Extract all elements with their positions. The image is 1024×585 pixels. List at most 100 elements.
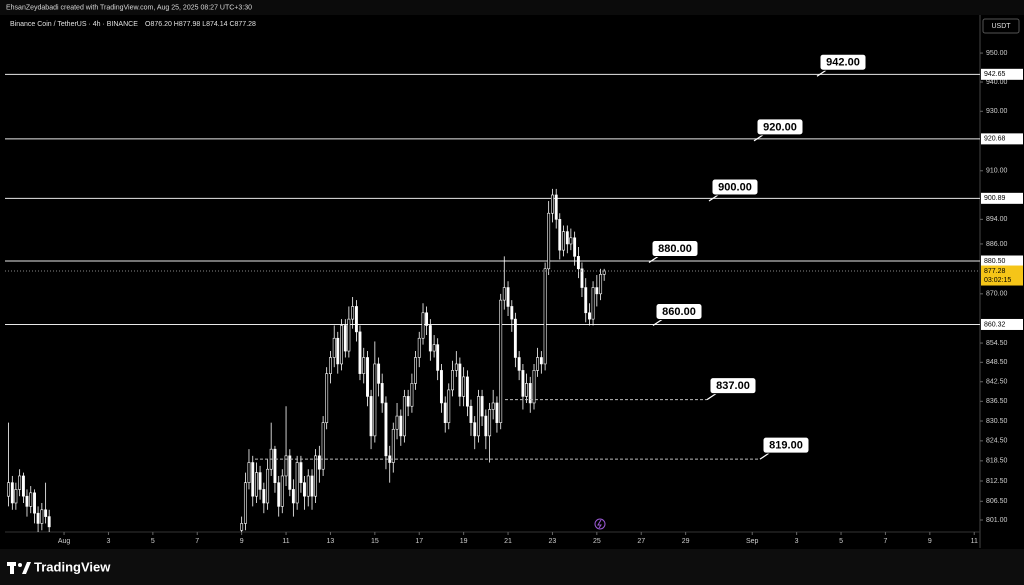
candle-body (306, 475, 310, 497)
x-tick-label: 23 (549, 538, 557, 545)
y-tick-label: 836.50 (986, 398, 1008, 405)
candle-body (255, 472, 258, 497)
callout-tail (753, 134, 764, 142)
candle-body (554, 194, 558, 220)
callout-box (709, 377, 757, 395)
candle-body (595, 287, 599, 295)
callout-box (651, 240, 699, 258)
callout-label: 920.00 (763, 121, 797, 133)
y-tick-label: 886.00 (986, 241, 1008, 248)
candle-body (417, 337, 421, 358)
candle-body (536, 357, 540, 371)
y-tick-label: 894.00 (986, 216, 1008, 223)
candle-body (454, 363, 458, 371)
x-tick-label: 9 (240, 538, 244, 545)
candle-body (506, 287, 510, 307)
candle-body (428, 325, 432, 352)
candle-body (277, 482, 281, 507)
price-label: 900.89 (984, 195, 1006, 202)
candle-body (354, 306, 358, 333)
candle-body (558, 219, 562, 251)
x-tick-label: 11 (282, 538, 289, 545)
y-tick-label: 801.00 (986, 517, 1008, 524)
callout-box (756, 118, 804, 136)
candle-body (317, 455, 321, 470)
callout-box (819, 53, 867, 71)
candle-body (414, 357, 417, 384)
candle-body (358, 331, 362, 374)
candle-body (295, 462, 299, 504)
candle-body (258, 472, 262, 490)
callout-tail (816, 69, 827, 77)
ohlc-legend: O876.20 H877.98 L874.14 C877.28 (145, 21, 256, 28)
symbol-title: Binance Coin / TetherUS · 4h · BINANCE (10, 21, 138, 28)
price-label: 920.68 (984, 136, 1006, 143)
x-tick-label: 5 (839, 538, 843, 545)
price-label-box (981, 133, 1023, 145)
x-tick-label: 19 (460, 538, 468, 545)
candle-body (488, 409, 492, 437)
y-tick-label: 806.50 (986, 498, 1008, 505)
candle-body (288, 455, 292, 490)
callout-label: 819.00 (769, 440, 803, 452)
callout-box (655, 302, 703, 320)
candle-body (332, 337, 336, 358)
x-tick-label: 27 (637, 538, 645, 545)
x-tick-label: 17 (415, 538, 423, 545)
price-label-box (981, 68, 1023, 80)
header-text: EhsanZeydabadi created with TradingView.… (6, 4, 252, 11)
candle-body (321, 422, 325, 470)
candle-body (462, 376, 466, 397)
candle-body (399, 415, 403, 437)
candle-body (406, 396, 410, 407)
candle-body (251, 462, 255, 497)
y-tick-label: 854.50 (986, 340, 1008, 347)
candle-body (25, 495, 29, 507)
candle-body (528, 383, 532, 404)
candle-body (266, 468, 270, 504)
price-label-box (981, 192, 1023, 204)
candle-body (347, 318, 351, 352)
callout-label: 880.00 (658, 243, 692, 255)
candle-body (340, 325, 343, 365)
candle-body (328, 357, 332, 374)
y-tick-label: 950.00 (986, 50, 1008, 57)
candle-body (14, 489, 18, 504)
x-tick-label: Aug (58, 538, 71, 545)
y-tick-label: 870.00 (986, 291, 1008, 298)
candle-body (44, 509, 48, 517)
candle-body (391, 428, 395, 463)
candle-body (291, 489, 295, 504)
candle-body (243, 482, 247, 524)
candle-body (550, 194, 554, 214)
candle-body (325, 373, 329, 423)
currency: USDT (991, 23, 1011, 30)
callout-tail (708, 194, 719, 202)
candle-body (451, 370, 454, 391)
header-bar (0, 0, 1024, 15)
price-label: 942.65 (984, 71, 1006, 78)
candle-body (362, 357, 366, 374)
candle-body (499, 299, 503, 423)
candle-body (473, 422, 477, 437)
callout-label: 900.00 (718, 181, 752, 193)
candle-body (373, 363, 377, 437)
x-tick-label: 5 (151, 538, 155, 545)
candle-body (343, 325, 347, 352)
candle-body (517, 357, 521, 371)
candle-body (539, 357, 543, 365)
y-tick-label: 842.50 (986, 379, 1008, 386)
x-tick-label: 29 (682, 538, 690, 545)
candle-body (480, 396, 484, 417)
callout-label: 837.00 (716, 380, 750, 392)
candle-body (439, 370, 443, 404)
candle-body (314, 455, 318, 497)
candle-body (458, 363, 462, 397)
callout-label: 860.00 (662, 306, 696, 318)
candle-body (33, 492, 36, 514)
candle-body (395, 415, 399, 430)
candle-body (465, 376, 469, 407)
candle-body (436, 344, 440, 371)
